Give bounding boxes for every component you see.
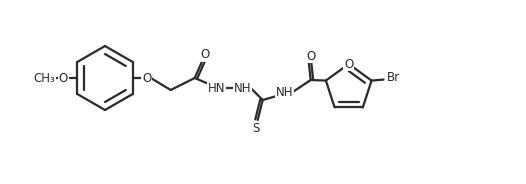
Text: O: O [142, 72, 151, 84]
Text: O: O [344, 57, 353, 70]
Text: Br: Br [387, 71, 400, 84]
Text: HN: HN [208, 82, 226, 95]
Text: O: O [59, 72, 68, 84]
Text: NH: NH [276, 86, 294, 98]
Text: S: S [252, 121, 259, 135]
Text: CH₃: CH₃ [34, 72, 55, 84]
Text: NH: NH [234, 82, 251, 95]
Text: O: O [200, 49, 209, 61]
Text: O: O [306, 49, 316, 63]
